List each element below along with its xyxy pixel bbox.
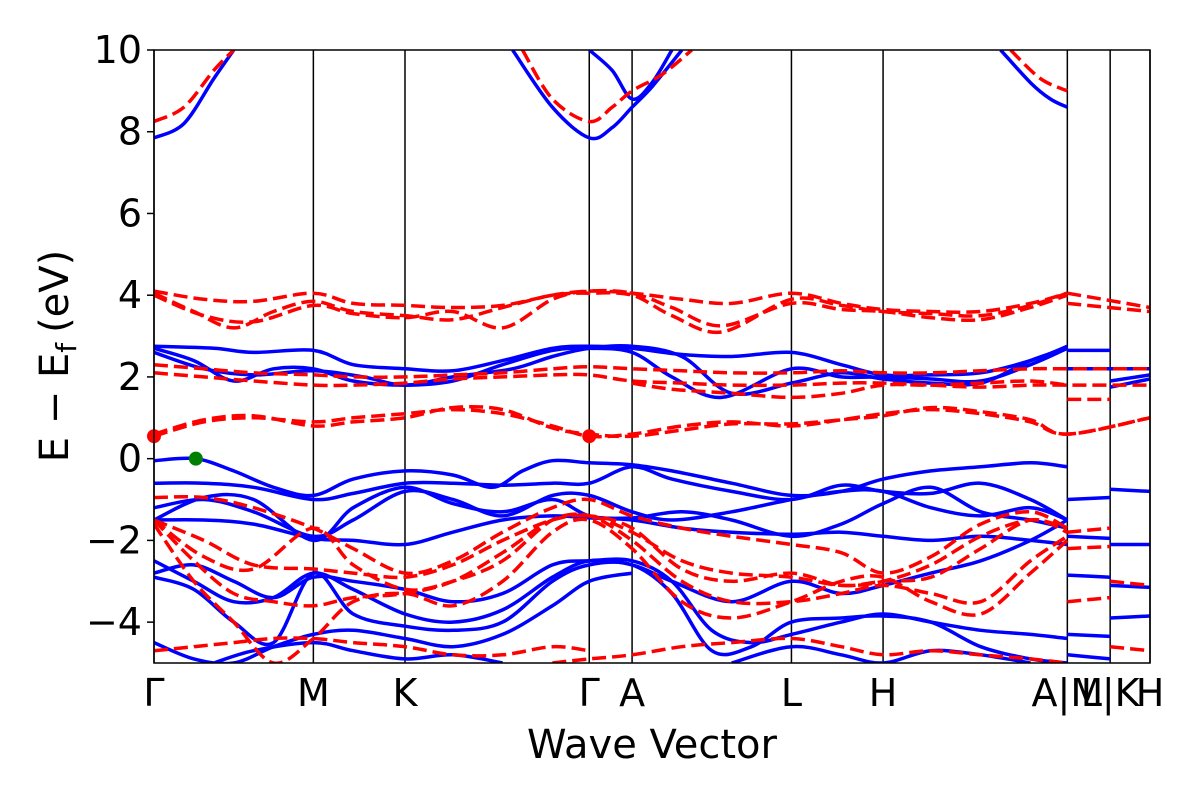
spin-up-band-11 <box>154 456 1068 498</box>
spin-down-band-33 <box>1009 50 1069 93</box>
spin-down-band-47 <box>154 512 1068 592</box>
spin-down-band-55 <box>1067 595 1111 604</box>
spin-up-band-10 <box>1109 377 1150 389</box>
y-tick-label: 4 <box>118 273 142 317</box>
y-axis-ticks: −4 −2 0 2 4 6 8 10 <box>86 28 154 644</box>
spin-down-band-44 <box>154 404 1150 439</box>
spin-up-band-28 <box>1110 614 1150 620</box>
spin-down-band-38 <box>1067 301 1150 314</box>
spin-up-band-26 <box>1067 573 1111 579</box>
spin-down-band-36 <box>154 288 1068 330</box>
spin-down-band-35 <box>154 291 1068 335</box>
spin-down-band-53 <box>1067 544 1111 551</box>
y-tick-label: 10 <box>94 28 142 72</box>
spin-down-band-32 <box>520 50 693 124</box>
spin-down-band-37 <box>1067 291 1150 310</box>
spin-up-band-30 <box>1067 653 1111 661</box>
x-tick-label: K <box>393 671 419 715</box>
cbm-marker-2 <box>582 429 597 444</box>
spin-down-band-52 <box>1067 526 1111 534</box>
spin-down-band-50 <box>154 636 590 658</box>
x-axis-title: Wave Vector <box>527 722 778 768</box>
x-tick-label: A|M <box>1032 671 1104 716</box>
x-tick-label: M <box>297 671 330 715</box>
y-tick-label: −4 <box>86 600 142 644</box>
spin-up-band-12 <box>154 465 1069 522</box>
x-tick-label: L <box>781 671 802 715</box>
spin-down-band-42 <box>631 379 1068 400</box>
spin-up-band-2 <box>588 50 674 101</box>
y-tick-label: 8 <box>118 110 142 154</box>
x-tick-label: H <box>1136 671 1165 715</box>
spin-up-band-19 <box>154 571 633 663</box>
spin-up-band-1 <box>511 50 684 141</box>
band-edge-markers <box>147 429 597 466</box>
y-tick-label: 0 <box>118 437 142 481</box>
spin-up-band-0 <box>154 50 236 140</box>
spin-up-band-3 <box>999 50 1069 109</box>
spin-down-band-43 <box>154 407 1150 439</box>
spin-up-band-18 <box>154 560 1068 663</box>
spin-up-band-22 <box>1067 495 1111 502</box>
spin-down-band-39 <box>154 362 1150 379</box>
spin-up-band-23 <box>1110 487 1150 494</box>
spin-down-band-31 <box>154 50 235 124</box>
spin-down-band-40 <box>154 371 1150 389</box>
x-tick-label: L|K <box>1081 671 1141 716</box>
spin-down-band-51 <box>552 636 1068 663</box>
x-tick-label: Γ <box>143 671 164 715</box>
y-tick-label: 6 <box>118 191 142 235</box>
x-tick-label: A <box>619 671 645 715</box>
vbm-marker-0 <box>188 451 203 466</box>
spin-down-band-34 <box>154 289 1068 314</box>
y-axis-title: E − Ef (eV) <box>32 250 83 463</box>
spin-down-band-49 <box>154 517 1069 663</box>
y-axis-title-subscript: f <box>50 342 83 353</box>
spin-up-band-6 <box>154 344 1068 397</box>
band-lines <box>154 50 1150 663</box>
spin-up-band-16 <box>154 518 1069 624</box>
spin-down-band-48 <box>154 512 1069 608</box>
spin-up-band-29 <box>1067 632 1111 639</box>
spin-down-band-56 <box>1110 644 1150 653</box>
spin-up-band-9 <box>1109 373 1150 383</box>
spin-up-band-13 <box>154 488 1068 539</box>
y-axis-title-unit: (eV) <box>32 250 78 333</box>
x-tick-label: Γ <box>579 671 600 715</box>
spin-up-band-24 <box>1067 534 1111 541</box>
y-tick-label: −2 <box>86 518 142 562</box>
plot-frame <box>153 49 1151 664</box>
spin-down-band-54 <box>1110 579 1150 588</box>
y-tick-label: 2 <box>118 355 142 399</box>
spin-down-band-46 <box>154 513 1068 588</box>
y-axis-title-main: E − E <box>32 353 78 463</box>
x-tick-label: H <box>869 671 898 715</box>
x-axis-ticks: Γ M K Γ A L H A|ML|KH <box>143 671 1164 716</box>
spin-up-band-27 <box>1110 583 1150 590</box>
